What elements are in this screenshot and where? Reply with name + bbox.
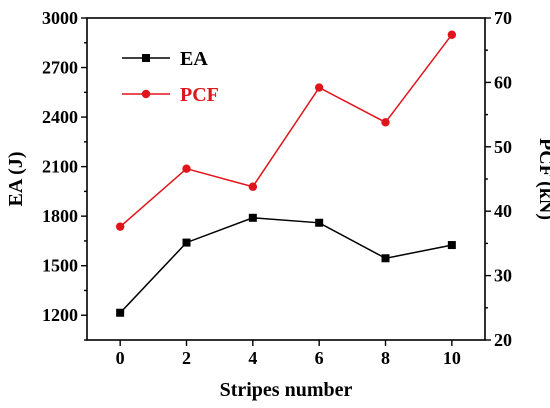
left-y-axis-ticks: 1200 1500 1800 2100 2400 2700 3000 [42, 8, 87, 341]
x-tick-label: 6 [315, 348, 324, 368]
left-y-tick-label: 2100 [42, 157, 78, 177]
series-line-ea [119, 217, 452, 314]
point-pcf [314, 83, 324, 92]
left-y-tick-label: 1500 [42, 256, 78, 276]
legend-label-ea: EA [180, 48, 208, 70]
left-y-tick-label: 3000 [42, 8, 78, 28]
x-axis-ticks: 0 2 4 6 8 10 [116, 340, 461, 368]
left-y-tick-label: 2400 [42, 107, 78, 127]
x-tick-label: 8 [381, 348, 390, 368]
series-layer [115, 30, 457, 317]
point-ea [381, 254, 390, 263]
x-tick-label: 10 [443, 348, 461, 368]
x-axis-title: Stripes number [220, 379, 353, 401]
legend-marker-ea [142, 54, 150, 62]
x-tick-label: 0 [116, 348, 125, 368]
left-y-tick-label: 1800 [42, 206, 78, 226]
plot-frame [86, 17, 486, 341]
series-line-pcf [119, 34, 453, 228]
point-ea [447, 241, 456, 250]
point-pcf [381, 118, 390, 127]
right-y-axis-ticks: 20 30 40 50 60 70 [485, 8, 512, 350]
point-ea [248, 213, 257, 222]
left-y-tick-label: 1200 [42, 305, 78, 325]
right-y-tick-label: 60 [494, 72, 512, 92]
left-y-tick-label: 2700 [42, 58, 78, 78]
right-y-tick-label: 70 [494, 8, 512, 28]
point-pcf [447, 30, 457, 39]
right-y-tick-label: 20 [494, 330, 512, 350]
point-pcf [115, 222, 125, 231]
point-ea [182, 238, 191, 247]
point-ea [315, 218, 324, 227]
legend-marker-pcf [141, 89, 151, 99]
left-y-axis-title: EA (J) [5, 152, 27, 207]
right-y-tick-label: 40 [494, 201, 512, 221]
right-y-axis-title: PCF (kN) [535, 138, 550, 220]
point-pcf [248, 182, 258, 191]
x-tick-label: 4 [248, 348, 257, 368]
point-ea [116, 308, 125, 317]
point-pcf [182, 164, 191, 173]
right-y-tick-label: 50 [494, 137, 512, 157]
x-tick-label: 2 [182, 348, 191, 368]
legend-label-pcf: PCF [180, 84, 219, 106]
legend: EA PCF [122, 48, 219, 106]
right-y-tick-label: 30 [494, 266, 512, 286]
